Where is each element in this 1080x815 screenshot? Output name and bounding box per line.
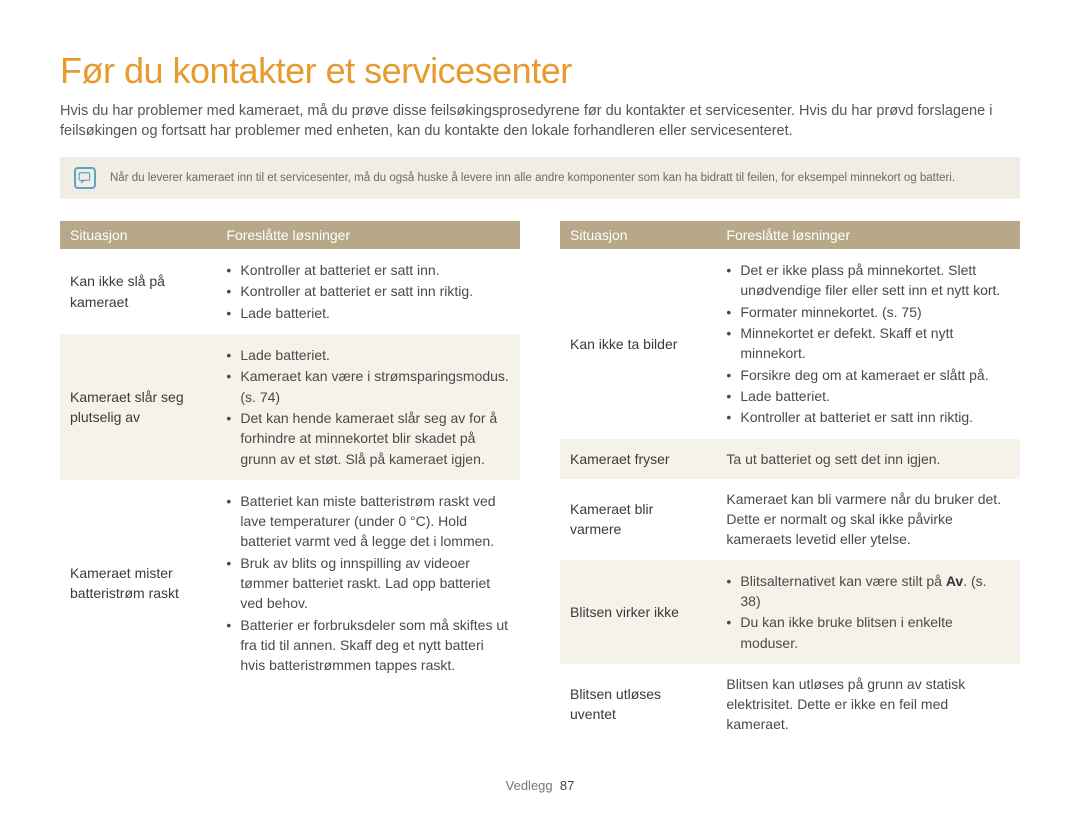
solution-item: Forsikre deg om at kameraet er slått på.	[726, 365, 1010, 385]
footer-section: Vedlegg	[506, 778, 553, 793]
note-icon	[74, 167, 96, 189]
note-box: Når du leverer kameraet inn til et servi…	[60, 157, 1020, 199]
note-text: Når du leverer kameraet inn til et servi…	[110, 172, 955, 184]
troubleshoot-table-left: Situasjon Foreslåtte løsninger Kan ikke …	[60, 221, 520, 686]
table-row: Kameraet mister batteristrøm rasktBatter…	[60, 480, 520, 687]
situation-cell: Blitsen virker ikke	[560, 560, 716, 664]
right-column: Situasjon Foreslåtte løsninger Kan ikke …	[560, 221, 1020, 745]
solution-cell: Det er ikke plass på minnekortet. Slett …	[716, 249, 1020, 438]
intro-paragraph: Hvis du har problemer med kameraet, må d…	[60, 102, 1020, 141]
solution-item: Lade batteriet.	[226, 345, 510, 365]
solution-item: Lade batteriet.	[726, 386, 1010, 406]
footer-page-number: 87	[560, 778, 574, 793]
situation-cell: Kan ikke slå på kameraet	[60, 249, 216, 334]
solution-item: Formater minnekortet. (s. 75)	[726, 302, 1010, 322]
solution-item: Batterier er forbruksdeler som må skifte…	[226, 615, 510, 676]
solution-cell: Ta ut batteriet og sett det inn igjen.	[716, 439, 1020, 479]
solution-cell: Blitsen kan utløses på grunn av statisk …	[716, 664, 1020, 745]
col-header-solutions: Foreslåtte løsninger	[716, 221, 1020, 249]
left-column: Situasjon Foreslåtte løsninger Kan ikke …	[60, 221, 520, 745]
solution-item: Kontroller at batteriet er satt inn.	[226, 260, 510, 280]
tables-container: Situasjon Foreslåtte løsninger Kan ikke …	[60, 221, 1020, 745]
troubleshoot-table-right: Situasjon Foreslåtte løsninger Kan ikke …	[560, 221, 1020, 745]
solution-item: Minnekortet er defekt. Skaff et nytt min…	[726, 323, 1010, 364]
solution-item: Lade batteriet.	[226, 303, 510, 323]
solution-cell: Kontroller at batteriet er satt inn.Kont…	[216, 249, 520, 334]
situation-cell: Kameraet fryser	[560, 439, 716, 479]
solution-item: Kontroller at batteriet er satt inn rikt…	[226, 281, 510, 301]
solution-item: Blitsalternativet kan være stilt på Av. …	[726, 571, 1010, 612]
solution-item: Det kan hende kameraet slår seg av for å…	[226, 408, 510, 469]
solution-item: Kontroller at batteriet er satt inn rikt…	[726, 407, 1010, 427]
page-title: Før du kontakter et servicesenter	[60, 50, 1020, 92]
solution-item: Du kan ikke bruke blitsen i enkelte modu…	[726, 612, 1010, 653]
solution-cell: Blitsalternativet kan være stilt på Av. …	[716, 560, 1020, 664]
table-row: Kan ikke ta bilderDet er ikke plass på m…	[560, 249, 1020, 438]
table-row: Kameraet fryserTa ut batteriet og sett d…	[560, 439, 1020, 479]
situation-cell: Kameraet mister batteristrøm raskt	[60, 480, 216, 687]
solution-cell: Lade batteriet.Kameraet kan være i strøm…	[216, 334, 520, 480]
situation-cell: Kameraet blir varmere	[560, 479, 716, 560]
situation-cell: Kameraet slår seg plutselig av	[60, 334, 216, 480]
table-row: Blitsen virker ikkeBlitsalternativet kan…	[560, 560, 1020, 664]
solution-cell: Kameraet kan bli varmere når du bruker d…	[716, 479, 1020, 560]
solution-item: Batteriet kan miste batteristrøm raskt v…	[226, 491, 510, 552]
table-row: Kan ikke slå på kameraetKontroller at ba…	[60, 249, 520, 334]
table-row: Kameraet slår seg plutselig avLade batte…	[60, 334, 520, 480]
solution-item: Det er ikke plass på minnekortet. Slett …	[726, 260, 1010, 301]
col-header-situation: Situasjon	[560, 221, 716, 249]
col-header-situation: Situasjon	[60, 221, 216, 249]
situation-cell: Blitsen utløses uventet	[560, 664, 716, 745]
table-row: Blitsen utløses uventetBlitsen kan utløs…	[560, 664, 1020, 745]
solution-item: Kameraet kan være i strømsparingsmodus. …	[226, 366, 510, 407]
col-header-solutions: Foreslåtte løsninger	[216, 221, 520, 249]
situation-cell: Kan ikke ta bilder	[560, 249, 716, 438]
page-footer: Vedlegg 87	[0, 778, 1080, 793]
table-row: Kameraet blir varmereKameraet kan bli va…	[560, 479, 1020, 560]
solution-item: Bruk av blits og innspilling av videoer …	[226, 553, 510, 614]
solution-cell: Batteriet kan miste batteristrøm raskt v…	[216, 480, 520, 687]
